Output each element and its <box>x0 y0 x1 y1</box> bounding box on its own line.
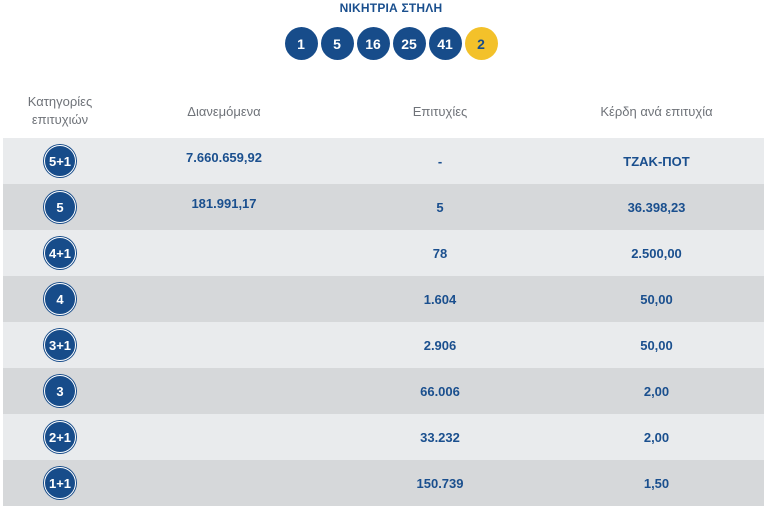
winners-cell: 1.604 <box>423 291 457 307</box>
joker-number-ball: 2 <box>464 27 498 60</box>
prize-cell: 36.398,23 <box>627 199 686 215</box>
header-category: Κατηγορίες επιτυχιών <box>27 94 93 127</box>
prize-cell: 2,00 <box>643 429 670 445</box>
header-distributed: Διανεμόμενα <box>187 103 261 119</box>
table-row: 4 1.604 50,00 <box>3 276 764 322</box>
prize-cell: 50,00 <box>640 291 673 307</box>
winners-cell: 66.006 <box>420 383 460 399</box>
category-badge: 5+1 <box>44 145 76 177</box>
table-row: 2+1 33.232 2,00 <box>3 414 764 460</box>
category-badge: 2+1 <box>44 421 76 453</box>
prize-cell: 50,00 <box>640 337 673 353</box>
table-row: 5+1 7.660.659,92 - ΤΖΑΚ-ΠΟΤ <box>3 138 764 184</box>
table-row: 5 181.991,17 5 36.398,23 <box>3 184 764 230</box>
category-badge: 1+1 <box>44 467 76 499</box>
header-prize: Κέρδη ανά επιτυχία <box>600 103 713 119</box>
winning-column-title: ΝΙΚΗΤΡΙΑ ΣΤΗΛΗ <box>339 1 443 15</box>
table-row: 1+1 150.739 1,50 <box>3 460 764 506</box>
winning-number-ball: 16 <box>356 27 390 60</box>
winners-cell: 5 <box>436 199 444 215</box>
winning-number-ball: 1 <box>284 27 318 60</box>
category-badge: 3+1 <box>44 329 76 361</box>
distributed-cell: 7.660.659,92 <box>186 150 262 165</box>
winners-cell: - <box>437 153 443 169</box>
winners-cell: 78 <box>432 245 448 261</box>
category-badge: 3 <box>44 375 76 407</box>
prize-cell: ΤΖΑΚ-ΠΟΤ <box>623 153 690 169</box>
header-winners: Επιτυχίες <box>412 103 468 119</box>
winning-number-ball: 41 <box>428 27 462 60</box>
winners-cell: 2.906 <box>423 337 457 353</box>
winning-number-ball: 5 <box>320 27 354 60</box>
winning-numbers: 1 5 16 25 41 2 <box>0 27 782 60</box>
table-row: 4+1 78 2.500,00 <box>3 230 764 276</box>
table-row: 3+1 2.906 50,00 <box>3 322 764 368</box>
category-badge: 4+1 <box>44 237 76 269</box>
results-table: Κατηγορίες επιτυχιών Διανεμόμενα Επιτυχί… <box>3 84 764 506</box>
winners-cell: 150.739 <box>416 475 464 491</box>
table-row: 3 66.006 2,00 <box>3 368 764 414</box>
category-badge: 4 <box>44 283 76 315</box>
distributed-cell: 181.991,17 <box>191 196 257 211</box>
table-header-row: Κατηγορίες επιτυχιών Διανεμόμενα Επιτυχί… <box>3 84 764 138</box>
prize-cell: 2,00 <box>643 383 670 399</box>
category-badge: 5 <box>44 191 76 223</box>
prize-cell: 1,50 <box>643 475 670 491</box>
winning-number-ball: 25 <box>392 27 426 60</box>
prize-cell: 2.500,00 <box>631 245 682 261</box>
winners-cell: 33.232 <box>420 429 460 445</box>
